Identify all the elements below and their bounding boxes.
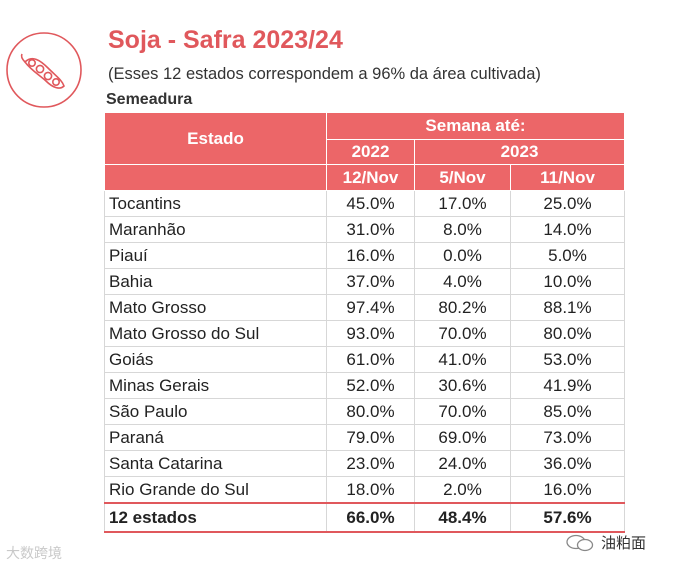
state-cell: Paraná (104, 424, 327, 451)
soybean-logo-icon (6, 32, 82, 108)
value-cell: 16.0% (326, 242, 415, 269)
table-row: Santa Catarina 23.0% 24.0% 36.0% (104, 450, 626, 477)
watermark-right: 油粕面 (565, 532, 646, 553)
table-row: Rio Grande do Sul 18.0% 2.0% 16.0% (104, 476, 626, 504)
value-cell: 36.0% (509, 450, 626, 477)
table-row: Tocantins 45.0% 17.0% 25.0% (104, 190, 626, 217)
value-cell: 70.0% (414, 320, 511, 347)
total-label-cell: 12 estados (104, 502, 327, 533)
state-cell: Goiás (104, 346, 327, 373)
value-cell: 85.0% (509, 398, 626, 425)
value-cell: 18.0% (326, 476, 415, 504)
value-cell: 80.0% (326, 398, 415, 425)
table-row: Piauí 16.0% 0.0% 5.0% (104, 242, 626, 269)
state-cell: Santa Catarina (104, 450, 327, 477)
state-cell: Piauí (104, 242, 327, 269)
table-row: Goiás 61.0% 41.0% 53.0% (104, 346, 626, 373)
state-cell: Maranhão (104, 216, 327, 243)
value-cell: 23.0% (326, 450, 415, 477)
value-cell: 16.0% (509, 476, 626, 504)
value-cell: 79.0% (326, 424, 415, 451)
state-cell: Bahia (104, 268, 327, 295)
col-header-blank (104, 164, 327, 191)
state-cell: São Paulo (104, 398, 327, 425)
table-row: Mato Grosso do Sul 93.0% 70.0% 80.0% (104, 320, 626, 347)
table-row: São Paulo 80.0% 70.0% 85.0% (104, 398, 626, 425)
col-header-date: 11/Nov (509, 164, 626, 191)
value-cell: 17.0% (414, 190, 511, 217)
total-value-cell: 57.6% (509, 502, 626, 533)
value-cell: 41.9% (509, 372, 626, 399)
watermark-right-text: 油粕面 (601, 535, 647, 552)
value-cell: 4.0% (414, 268, 511, 295)
value-cell: 25.0% (509, 190, 626, 217)
state-cell: Mato Grosso (104, 294, 327, 321)
value-cell: 45.0% (326, 190, 415, 217)
table-row: Maranhão 31.0% 8.0% 14.0% (104, 216, 626, 243)
section-label: Semeadura (106, 91, 193, 108)
value-cell: 69.0% (414, 424, 511, 451)
value-cell: 88.1% (509, 294, 626, 321)
col-header-date: 5/Nov (414, 164, 511, 191)
state-cell: Minas Gerais (104, 372, 327, 399)
value-cell: 52.0% (326, 372, 415, 399)
value-cell: 80.0% (509, 320, 626, 347)
col-header-week: Semana até: (325, 112, 626, 140)
total-value-cell: 48.4% (414, 502, 511, 533)
page-subtitle: (Esses 12 estados correspondem a 96% da … (108, 65, 541, 83)
value-cell: 24.0% (414, 450, 511, 477)
value-cell: 53.0% (509, 346, 626, 373)
state-cell: Tocantins (104, 190, 327, 217)
value-cell: 41.0% (414, 346, 511, 373)
value-cell: 70.0% (414, 398, 511, 425)
col-header-date: 12/Nov (326, 164, 415, 191)
table-row: Mato Grosso 97.4% 80.2% 88.1% (104, 294, 626, 321)
sowing-progress-table: Estado Semana até: 2022 2023 12/Nov 5/No… (104, 112, 626, 533)
state-cell: Mato Grosso do Sul (104, 320, 327, 347)
chat-bubbles-icon (566, 534, 594, 551)
value-cell: 10.0% (509, 268, 626, 295)
state-cell: Rio Grande do Sul (104, 476, 327, 504)
total-row: 12 estados 66.0% 48.4% 57.6% (104, 502, 626, 533)
value-cell: 97.4% (326, 294, 415, 321)
value-cell: 2.0% (414, 476, 511, 504)
value-cell: 37.0% (326, 268, 415, 295)
watermark-left: 大数跨境 (6, 545, 62, 561)
value-cell: 14.0% (509, 216, 626, 243)
col-header-year-2023: 2023 (413, 139, 626, 165)
value-cell: 80.2% (414, 294, 511, 321)
total-value-cell: 66.0% (326, 502, 415, 533)
value-cell: 61.0% (326, 346, 415, 373)
value-cell: 0.0% (414, 242, 511, 269)
col-header-state: Estado (104, 112, 327, 165)
table-row: Paraná 79.0% 69.0% 73.0% (104, 424, 626, 451)
page-title: Soja - Safra 2023/24 (108, 26, 343, 54)
value-cell: 5.0% (509, 242, 626, 269)
value-cell: 73.0% (509, 424, 626, 451)
value-cell: 31.0% (326, 216, 415, 243)
value-cell: 8.0% (414, 216, 511, 243)
value-cell: 93.0% (326, 320, 415, 347)
col-header-year-2022: 2022 (326, 139, 415, 165)
table-row: Minas Gerais 52.0% 30.6% 41.9% (104, 372, 626, 399)
value-cell: 30.6% (414, 372, 511, 399)
table-row: Bahia 37.0% 4.0% 10.0% (104, 268, 626, 295)
